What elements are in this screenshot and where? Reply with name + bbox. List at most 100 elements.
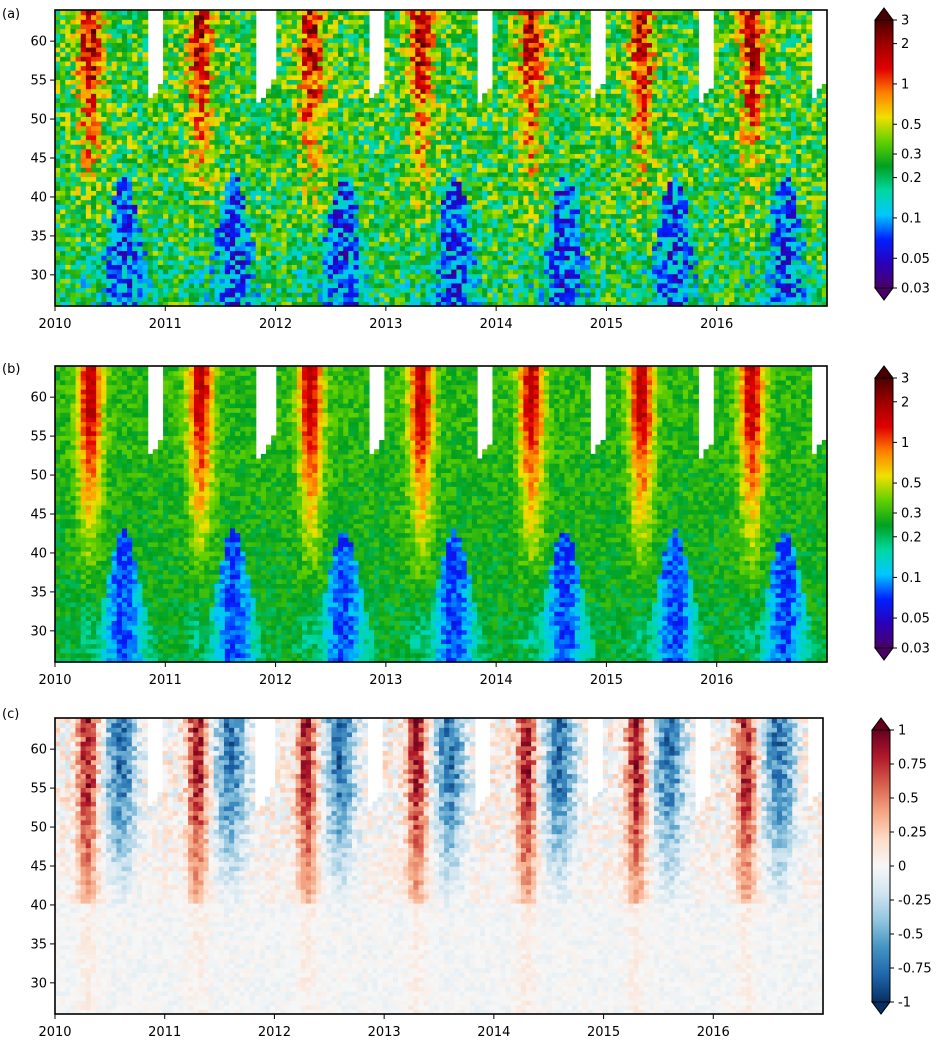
heatmap-cell [60, 93, 66, 99]
heatmap-cell [358, 227, 365, 233]
heatmap-cell [85, 259, 92, 265]
heatmap-cell [451, 10, 458, 16]
heatmap-cell [188, 176, 195, 182]
heatmap-cell [240, 227, 247, 233]
heatmap-cell [127, 10, 133, 16]
heatmap-cell [420, 102, 427, 108]
heatmap-cell [353, 232, 360, 238]
heatmap-cell [250, 273, 257, 279]
heatmap-cell [75, 232, 82, 238]
heatmap-cell [286, 292, 293, 298]
heatmap-cell [168, 28, 174, 34]
heatmap-cell [389, 130, 396, 136]
heatmap-cell [322, 14, 329, 20]
heatmap-cell [394, 250, 401, 256]
heatmap-cell [245, 259, 252, 265]
heatmap-cell [368, 269, 375, 275]
heatmap-cell [317, 84, 324, 90]
heatmap-cell [441, 88, 447, 94]
heatmap-cell [430, 264, 437, 270]
heatmap-cell [199, 218, 205, 224]
heatmap-cell [106, 144, 113, 150]
heatmap-cell [291, 153, 298, 159]
heatmap-cell [137, 245, 144, 252]
heatmap-cell [75, 102, 82, 108]
heatmap-cell [291, 93, 298, 99]
heatmap-cell [250, 232, 257, 238]
heatmap-cell [91, 107, 97, 113]
heatmap-cell [266, 181, 272, 187]
heatmap-cell [332, 42, 339, 48]
heatmap-cell [420, 144, 427, 150]
heatmap-cell [322, 222, 329, 228]
heatmap-cell [368, 259, 375, 265]
heatmap-cell [106, 88, 113, 94]
heatmap-cell [219, 56, 226, 62]
heatmap-cell [384, 296, 391, 302]
heatmap-cell [302, 199, 308, 205]
heatmap-cell [209, 185, 216, 191]
heatmap-cell [374, 269, 380, 275]
heatmap-cell [363, 273, 370, 279]
heatmap-cell [286, 250, 293, 256]
heatmap-cell [55, 218, 61, 224]
heatmap-cell [435, 185, 442, 191]
heatmap-cell [260, 255, 267, 261]
heatmap-cell [204, 10, 210, 16]
heatmap-cell [245, 190, 252, 196]
heatmap-cell [116, 158, 123, 164]
heatmap-cell [384, 213, 391, 219]
heatmap-cell [193, 181, 200, 187]
heatmap-cell [188, 65, 195, 71]
heatmap-cell [410, 134, 416, 141]
heatmap-cell [101, 139, 108, 145]
heatmap-cell [307, 134, 313, 141]
heatmap-cell [343, 97, 349, 104]
heatmap-cell [410, 33, 416, 39]
heatmap-cell [101, 116, 108, 122]
heatmap-cell [399, 167, 406, 173]
heatmap-cell [96, 204, 102, 210]
heatmap-cell [152, 204, 159, 210]
heatmap-cell [410, 97, 416, 104]
heatmap-cell [322, 282, 329, 289]
heatmap-cell [466, 74, 473, 80]
heatmap-cell [75, 273, 82, 279]
heatmap-cell [235, 278, 241, 284]
heatmap-cell [276, 107, 283, 113]
heatmap-cell [91, 250, 97, 256]
heatmap-cell [291, 134, 298, 141]
heatmap-cell [322, 60, 329, 67]
heatmap-cell [276, 255, 283, 261]
heatmap-cell [415, 213, 422, 219]
heatmap-cell [435, 139, 442, 145]
heatmap-cell [312, 51, 319, 57]
heatmap-cell [240, 111, 247, 117]
heatmap-cell [374, 292, 380, 298]
heatmap-cell [142, 287, 149, 293]
heatmap-cell [358, 282, 365, 289]
heatmap-cell [116, 287, 123, 293]
heatmap-cell [286, 19, 293, 25]
heatmap-cell [163, 190, 169, 196]
heatmap-cell [466, 97, 473, 104]
heatmap-cell [168, 273, 174, 279]
heatmap-cell [291, 65, 298, 71]
heatmap-cell [296, 33, 303, 39]
heatmap-cell [410, 167, 416, 173]
heatmap-cell [188, 241, 195, 247]
heatmap-cell [332, 56, 339, 62]
heatmap-cell [116, 181, 123, 187]
heatmap-cell [214, 60, 221, 67]
heatmap-cell [358, 93, 365, 99]
heatmap-cell [183, 88, 190, 94]
heatmap-cell [209, 74, 216, 80]
heatmap-cell [235, 282, 241, 289]
heatmap-cell [374, 236, 380, 242]
heatmap-cell [80, 236, 87, 242]
heatmap-cell [410, 176, 416, 182]
heatmap-cell [127, 287, 133, 293]
heatmap-cell [327, 51, 334, 57]
heatmap-cell [168, 144, 174, 150]
heatmap-cell [410, 259, 416, 265]
